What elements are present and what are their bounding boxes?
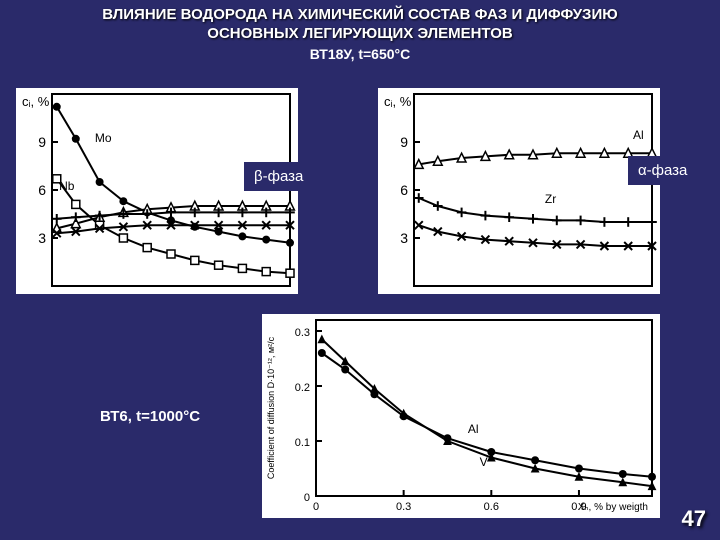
svg-text:0.3: 0.3 — [396, 501, 411, 513]
alpha-phase-label: α-фаза — [628, 156, 697, 185]
beta-phase-label: β-фаза — [244, 162, 313, 191]
svg-text:Mo: Mo — [95, 131, 112, 145]
svg-text:Zr: Zr — [545, 192, 556, 206]
title-line-2: ОСНОВНЫХ ЛЕГИРУЮЩИХ ЭЛЕМЕНТОВ — [0, 25, 720, 44]
title-line-1: ВЛИЯНИЕ ВОДОРОДА НА ХИМИЧЕСКИЙ СОСТАВ ФА… — [0, 6, 720, 25]
svg-text:V: V — [480, 455, 488, 469]
svg-text:9: 9 — [400, 134, 408, 150]
svg-text:9: 9 — [38, 134, 46, 150]
svg-text:0: 0 — [304, 492, 310, 504]
svg-text:cᵢ, %: cᵢ, % — [384, 94, 412, 109]
beta-phase-chart: 3 6 9 cᵢ, % Mo Nb — [16, 88, 298, 294]
svg-text:Nb: Nb — [59, 179, 75, 193]
svg-text:cᵢ, %: cᵢ, % — [22, 94, 50, 109]
slide-title: ВЛИЯНИЕ ВОДОРОДА НА ХИМИЧЕСКИЙ СОСТАВ ФА… — [0, 0, 720, 44]
svg-text:0.6: 0.6 — [484, 501, 499, 513]
svg-text:0.1: 0.1 — [295, 437, 310, 449]
alpha-phase-chart: 3 6 9 cᵢ, % Al Zr — [378, 88, 660, 294]
svg-text:Al: Al — [468, 422, 479, 436]
page-number: 47 — [682, 506, 706, 532]
svg-text:3: 3 — [38, 230, 46, 246]
svg-text:Coefficient of diffusion D·10⁻: Coefficient of diffusion D·10⁻¹², м²/с — [266, 336, 276, 479]
svg-text:0: 0 — [313, 501, 319, 513]
svg-text:0.2: 0.2 — [295, 382, 310, 394]
svg-text:3: 3 — [400, 230, 408, 246]
svg-text:Xₕ, % by weigth: Xₕ, % by weigth — [578, 502, 648, 513]
diffusion-chart: 0 0.1 0.2 0.3 Coefficient of diffusion D·10⁻… — [262, 314, 660, 518]
svg-text:0.3: 0.3 — [295, 327, 310, 339]
svg-text:Al: Al — [633, 128, 644, 142]
bt6-label: ВТ6, t=1000°C — [100, 408, 200, 425]
slide-subtitle: ВТ18У, t=650°C — [0, 46, 720, 62]
svg-text:6: 6 — [38, 182, 46, 198]
svg-text:6: 6 — [400, 182, 408, 198]
